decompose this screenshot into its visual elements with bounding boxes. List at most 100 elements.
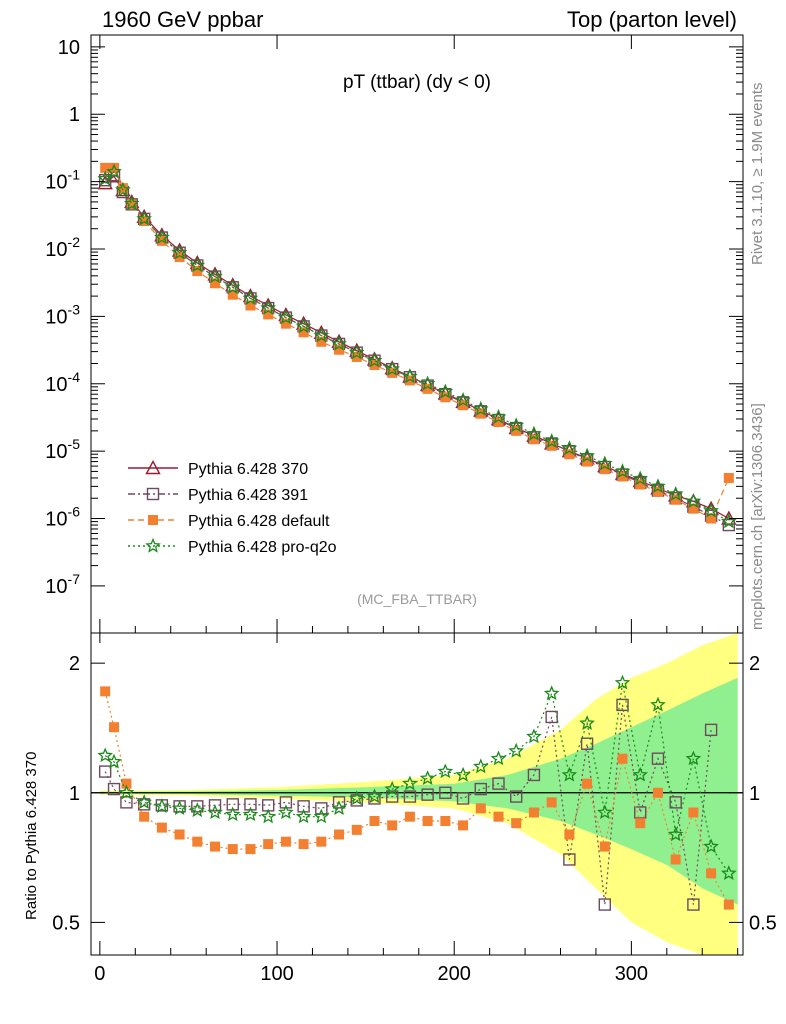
ratio-data-point [245, 844, 256, 855]
ratio-data-point [634, 806, 647, 819]
title-main: pT (ttbar) (dy < 0) [343, 72, 491, 93]
legend-marker [145, 537, 161, 553]
ratio-data-point [191, 800, 204, 813]
ratio-data-point [404, 811, 415, 822]
ratio-band-narrow [99, 677, 738, 905]
ratio-data-point [97, 747, 113, 763]
ratio-data-point [121, 778, 132, 789]
main-data-point [313, 327, 330, 343]
main-data-point [703, 502, 719, 518]
ratio-data-point [366, 788, 383, 804]
main-data-point [402, 368, 418, 384]
main-data-point [139, 216, 150, 227]
main-y-tick-label: 10-4 [45, 369, 80, 396]
main-data-point [387, 367, 398, 378]
ratio-data-point [369, 815, 380, 826]
ratio-data-point [279, 796, 293, 809]
ratio-data-point [192, 836, 203, 847]
ratio-data-point [154, 798, 170, 813]
ratio-data-point [331, 800, 347, 815]
legend-marker [148, 515, 158, 525]
watermark: (MC_FBA_TTBAR) [357, 591, 477, 607]
ratio-data-point [475, 803, 486, 814]
main-series-4 [97, 163, 737, 529]
ratio-data-point [437, 763, 454, 779]
ratio-data-point [316, 836, 327, 847]
ratio-y-tick-label-left: 1 [69, 783, 80, 805]
main-data-point [171, 244, 188, 260]
ratio-data-point [118, 784, 135, 800]
main-data-point [189, 257, 206, 273]
ratio-data-point [720, 865, 737, 880]
ratio-data-point [598, 898, 612, 911]
legend-label: Pythia 6.428 default [188, 513, 330, 530]
ratio-data-point [632, 766, 648, 782]
ratio-data-point [472, 758, 489, 774]
ratio-data-point [579, 715, 595, 730]
ratio-data-point [207, 804, 223, 820]
main-data-point [404, 375, 415, 386]
ratio-data-point [136, 794, 152, 809]
main-data-point [242, 290, 259, 305]
ratio-data-point [225, 806, 241, 822]
main-data-point [543, 433, 560, 449]
ratio-data-point [278, 804, 294, 820]
main-data-point [455, 392, 471, 407]
ratio-data-point [210, 841, 221, 852]
legend-entry: Pythia 6.428 391 [128, 487, 308, 504]
ratio-data-point [107, 782, 121, 796]
ratio-data-point [174, 829, 185, 840]
ratio-data-point [667, 826, 684, 842]
legend-marker [146, 487, 160, 501]
ratio-data-point [263, 839, 274, 850]
x-tick-label: 200 [438, 963, 471, 985]
ratio-data-point [599, 841, 610, 852]
ratio-data-point [385, 790, 399, 803]
x-tick-label: 300 [615, 963, 648, 985]
ratio-data-point [723, 899, 734, 910]
ratio-data-point [226, 798, 239, 811]
main-data-point [526, 425, 542, 441]
ratio-data-point [635, 818, 646, 829]
ratio-data-point [490, 750, 507, 766]
ratio-y-tick-label-left: 0.5 [52, 912, 80, 934]
legend-label: Pythia 6.428 pro-q2o [188, 539, 337, 556]
main-data-point [546, 440, 557, 451]
ratio-data-point [334, 829, 345, 840]
ratio-data-point [527, 768, 541, 782]
ratio-data-point [120, 796, 133, 809]
ratio-data-point [315, 802, 328, 815]
ratio-data-point [685, 750, 702, 766]
ratio-frame [90, 632, 744, 956]
ratio-data-point [546, 797, 557, 808]
main-data-point [349, 344, 365, 360]
header-left: 1960 GeV ppbar [102, 7, 263, 32]
main-data-point [419, 375, 436, 391]
ratio-data-point [422, 815, 433, 826]
main-data-point [511, 425, 522, 436]
ratio-y-tick-label-right: 0.5 [749, 912, 777, 934]
main-data-point [369, 359, 380, 370]
legend-label: Pythia 6.428 370 [188, 461, 308, 478]
ratio-data-point [703, 838, 719, 854]
main-data-point [278, 309, 294, 325]
main-data-point [384, 360, 400, 376]
main-data-point [295, 318, 312, 334]
ratio-data-point [650, 696, 666, 712]
legend-entry: Pythia 6.428 pro-q2o [128, 537, 337, 556]
main-data-point [224, 279, 241, 295]
main-data-point [126, 199, 137, 210]
ratio-data-point [687, 898, 700, 911]
ratio-data-point [171, 800, 188, 815]
ratio-y-tick-label-right: 1 [749, 783, 760, 805]
main-y-tick-label: 10-6 [45, 504, 80, 531]
legend-entry: Pythia 6.428 default [128, 513, 330, 530]
ratio-data-point [458, 820, 469, 831]
ratio-data-point [456, 792, 470, 805]
ratio-data-point [474, 782, 487, 796]
main-data-point [579, 447, 595, 463]
main-data-point [721, 513, 737, 529]
main-data-point [614, 463, 631, 479]
main-data-point [650, 478, 666, 493]
ratio-data-point [139, 811, 150, 822]
